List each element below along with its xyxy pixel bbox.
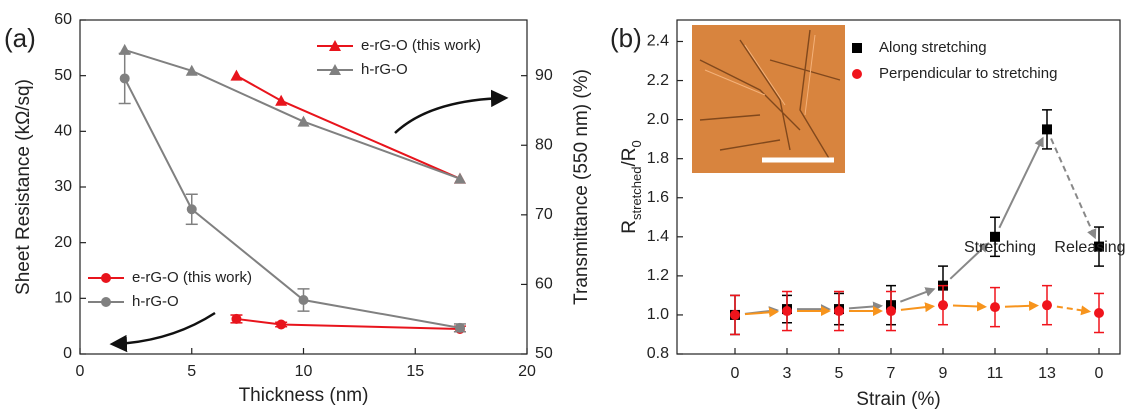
marker xyxy=(230,70,242,81)
y2-tick-label: 90 xyxy=(535,67,553,84)
x-tick-label: 7 xyxy=(887,365,896,382)
marker xyxy=(299,295,309,305)
marker xyxy=(187,204,197,214)
marker xyxy=(275,95,287,106)
trend-arrow xyxy=(745,312,777,314)
legend-label: Perpendicular to stretching xyxy=(879,65,1057,82)
y-tick-label: 2.2 xyxy=(647,72,669,89)
y-axis-label-part: stretched xyxy=(629,167,644,220)
trend-arrow xyxy=(849,306,881,308)
x-tick-label: 9 xyxy=(939,365,948,382)
legend-label: Along stretching xyxy=(879,39,987,56)
trend-arrow xyxy=(999,138,1042,227)
y-tick-label: 40 xyxy=(54,123,72,140)
x-tick-label: 10 xyxy=(295,363,313,380)
x-tick-label: 5 xyxy=(187,363,196,380)
marker xyxy=(231,314,241,324)
panel-b: (b) 0 3 5 7 9 11 13 0 0.8 1.0 1.2 1.4 1.6 1.8 2.0 2.2 2.… xyxy=(610,20,1126,410)
figure: (a) 0510152001020304050605060708090Thick… xyxy=(0,0,1133,412)
marker xyxy=(834,306,844,316)
x-tick-label: 0 xyxy=(76,363,85,380)
series-line xyxy=(236,76,460,179)
y2-axis-label: Transmittance (550 nm) (%) xyxy=(571,69,592,305)
x-tick-label: 15 xyxy=(406,363,424,380)
y-axis-label-part: R xyxy=(619,220,640,234)
y-axis-label-part: 0 xyxy=(629,140,644,147)
y-tick-label: 60 xyxy=(54,11,72,28)
panel-a: (a) 0 5 10 15 20 0 10 20 30 40 50 60 50 60 70 80 90 Thick… xyxy=(4,11,592,406)
x-tick-label: 20 xyxy=(518,363,536,380)
trend-arrow xyxy=(1005,306,1037,307)
y-tick-label: 2.4 xyxy=(647,33,669,50)
legend-label: e-rG-O (this work) xyxy=(361,37,481,54)
marker xyxy=(852,43,862,53)
marker xyxy=(101,297,111,307)
y-tick-label: 1.4 xyxy=(647,228,669,245)
annotation-arrow xyxy=(395,98,505,133)
marker xyxy=(120,73,130,83)
marker xyxy=(1094,308,1104,318)
y-tick-label: 2.0 xyxy=(647,111,669,128)
x-axis-label: Thickness (nm) xyxy=(239,385,369,406)
y2-tick-label: 70 xyxy=(535,206,553,223)
marker xyxy=(730,310,740,320)
marker xyxy=(298,116,310,127)
marker xyxy=(455,323,465,333)
x-tick-label: 11 xyxy=(987,365,1004,382)
marker xyxy=(886,306,896,316)
marker xyxy=(1042,124,1052,134)
y-tick-label: 0.8 xyxy=(647,345,669,362)
y-tick-label: 1.6 xyxy=(647,189,669,206)
marker xyxy=(101,273,111,283)
legend-label: h-rG-O xyxy=(132,293,179,310)
legend-label: h-rG-O xyxy=(361,61,408,78)
y-tick-label: 20 xyxy=(54,234,72,251)
marker xyxy=(119,44,131,55)
y-tick-label: 1.2 xyxy=(647,267,669,284)
annotation: Stretching xyxy=(964,239,1036,256)
y-tick-label: 30 xyxy=(54,178,72,195)
y-tick-label: 50 xyxy=(54,67,72,84)
marker xyxy=(276,319,286,329)
x-tick-label: 13 xyxy=(1038,365,1056,382)
marker xyxy=(852,69,862,79)
trend-arrow xyxy=(953,306,985,307)
panel-label: (a) xyxy=(4,23,36,53)
y-tick-label: 10 xyxy=(54,290,72,307)
x-tick-label: 0 xyxy=(731,365,740,382)
marker xyxy=(782,306,792,316)
x-tick-label: 3 xyxy=(783,365,792,382)
legend-label: e-rG-O (this work) xyxy=(132,269,252,286)
series-line xyxy=(125,50,460,179)
y-tick-label: 0 xyxy=(63,345,72,362)
y-tick-label: 1.8 xyxy=(647,150,669,167)
trend-arrow xyxy=(901,306,933,310)
annotation: Releasing xyxy=(1054,239,1125,256)
panel-label: (b) xyxy=(610,23,642,53)
trend-arrow xyxy=(1057,307,1089,312)
marker xyxy=(1042,300,1052,310)
y2-tick-label: 60 xyxy=(535,276,553,293)
y2-tick-label: 80 xyxy=(535,136,553,153)
y-tick-label: 1.0 xyxy=(647,306,669,323)
x-axis-label: Strain (%) xyxy=(856,389,940,410)
x-tick-label: 0 xyxy=(1095,365,1104,382)
afm-inset xyxy=(692,25,845,173)
y-axis-label: Sheet Resistance (kΩ/sq) xyxy=(13,79,34,295)
trend-arrow xyxy=(1051,139,1095,238)
x-tick-label: 5 xyxy=(835,365,844,382)
trend-arrow xyxy=(900,289,933,301)
y-axis-label: Rstretched/R0 xyxy=(619,140,644,233)
marker xyxy=(938,300,948,310)
y2-tick-label: 50 xyxy=(535,345,553,362)
y-axis-label-part: /R xyxy=(619,148,640,167)
series-line xyxy=(236,319,460,329)
marker xyxy=(990,302,1000,312)
annotation-arrow xyxy=(113,313,215,344)
